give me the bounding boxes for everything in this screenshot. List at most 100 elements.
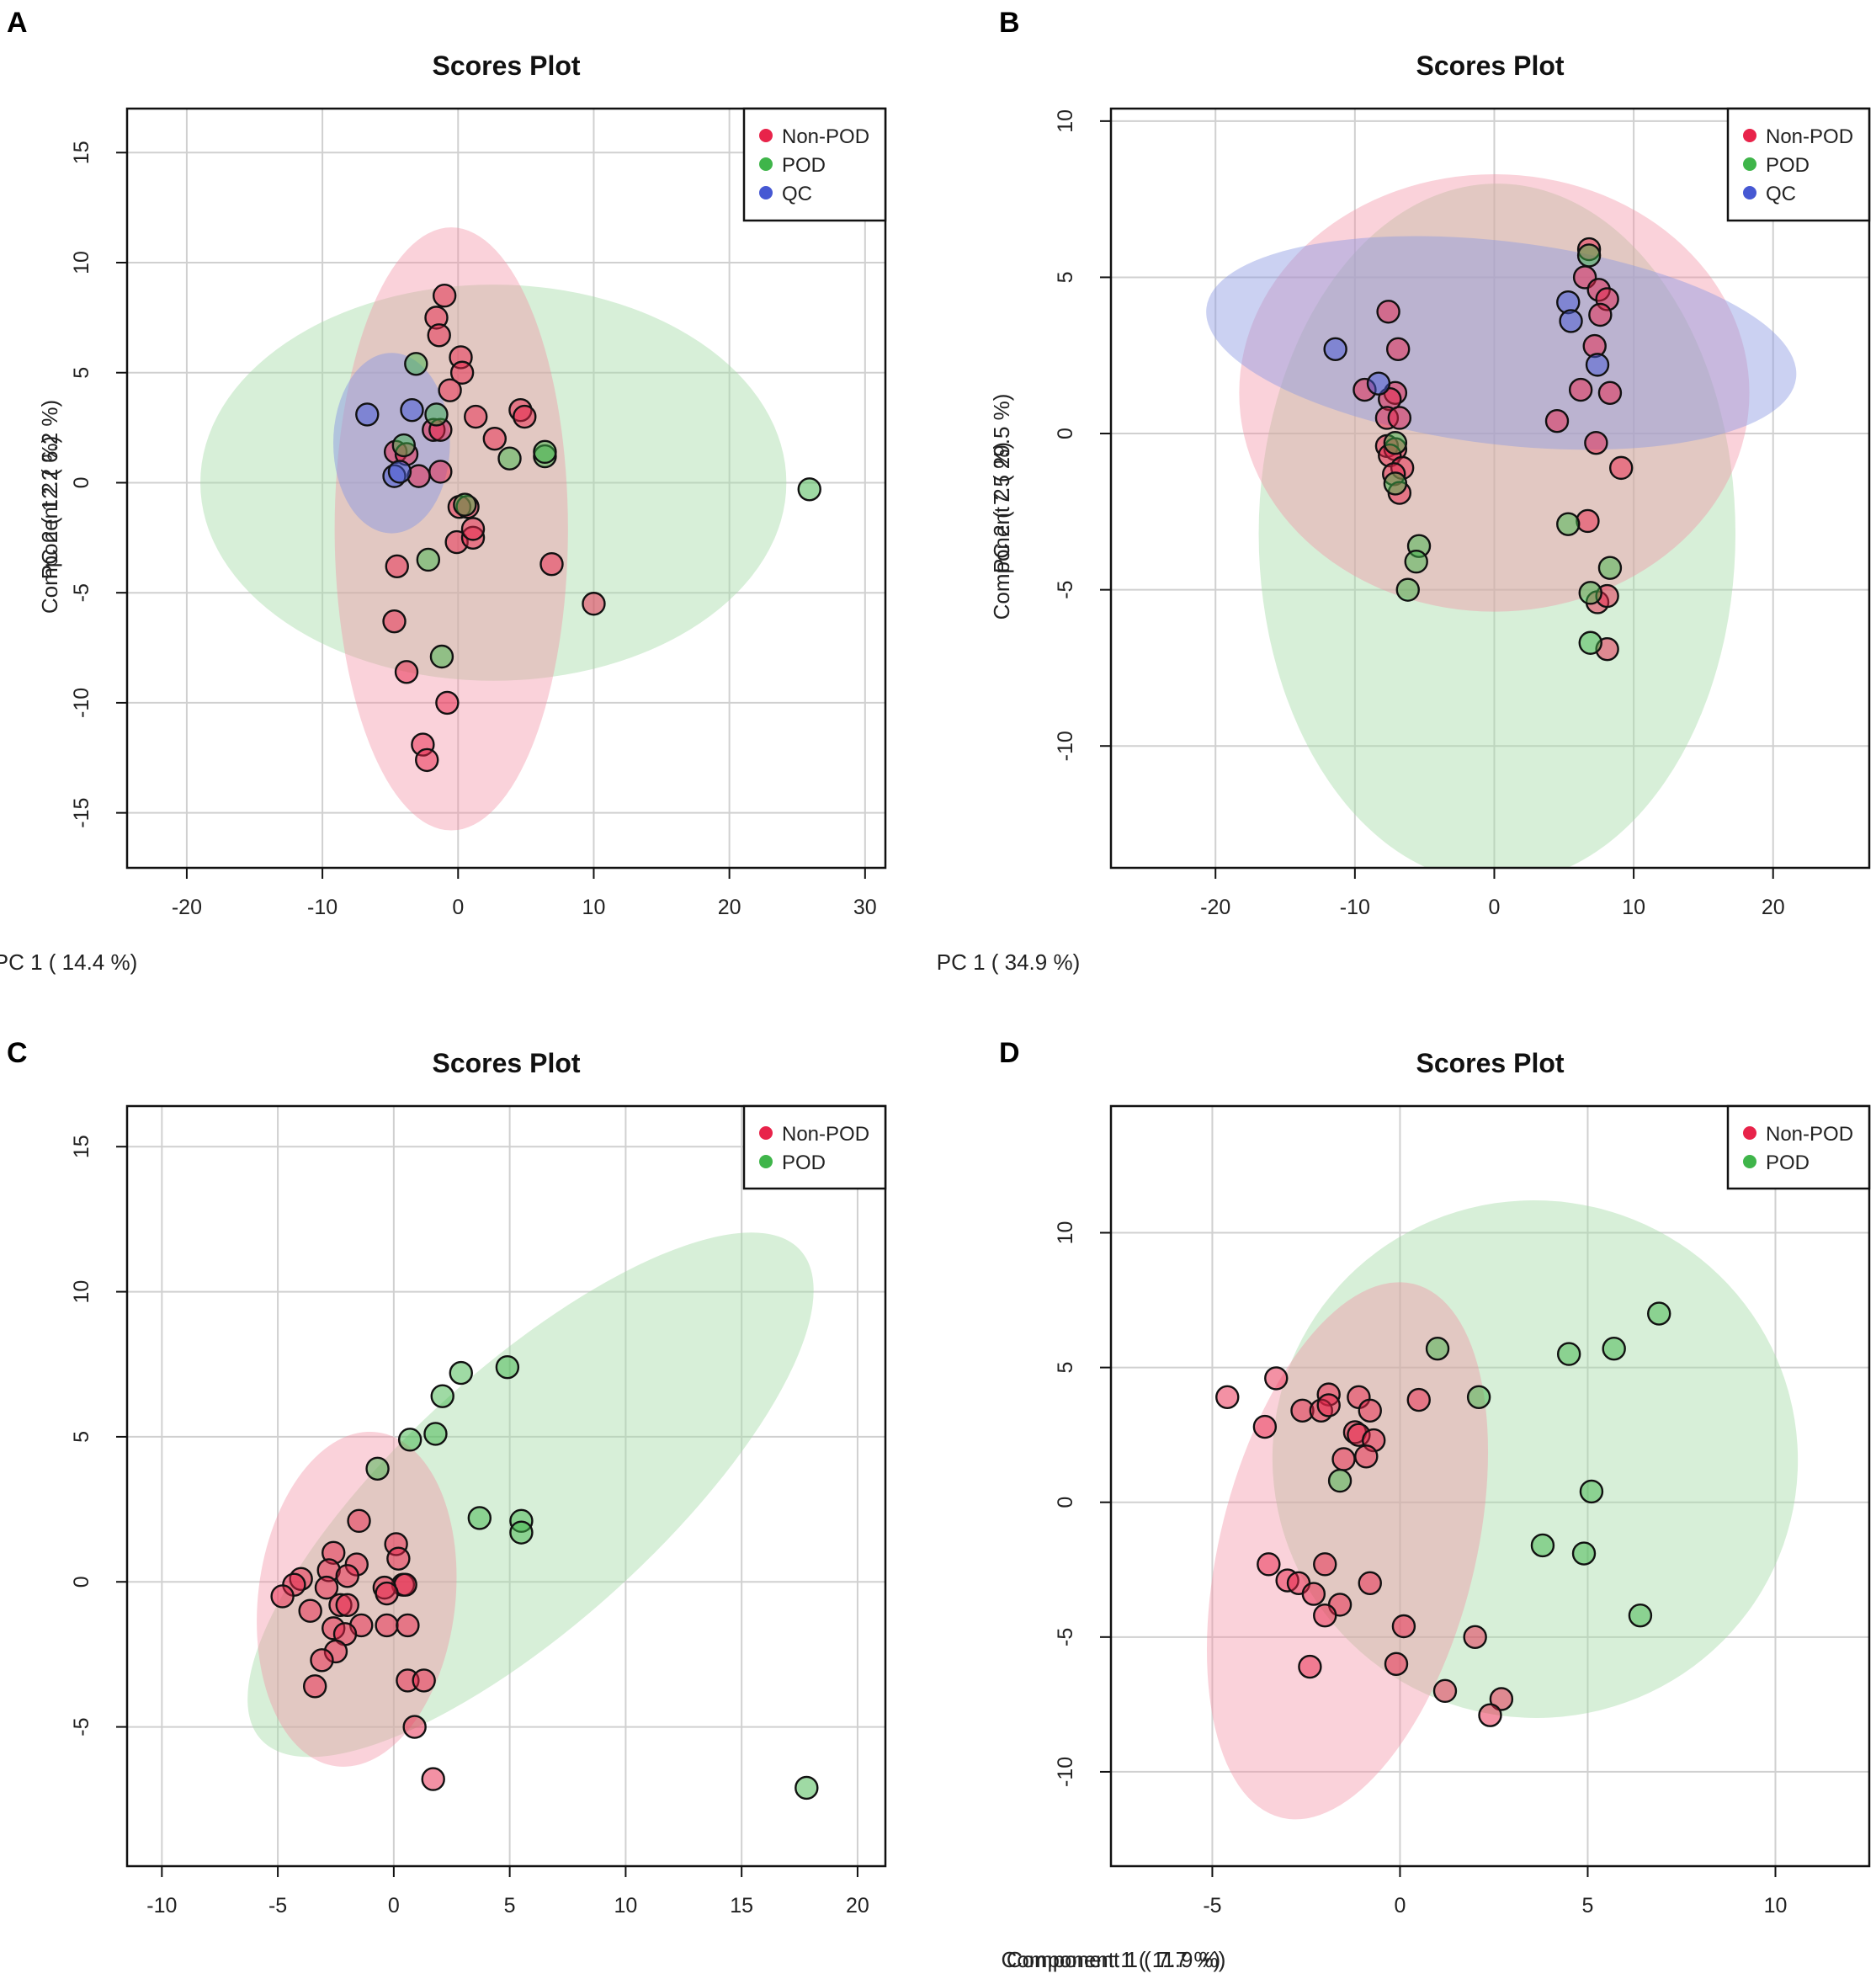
data-point-non-pod [428,460,453,484]
y-tick-label: -10 [70,688,93,718]
data-point-pod [449,1360,473,1386]
legend-label-pod: POD [782,154,826,177]
legend-label-pod: POD [1766,1152,1810,1174]
y-tick-label: 5 [70,367,93,379]
ellipse-non-pod [334,227,568,831]
panel-D: D Scores Plot -5 0 5 10 -10 -5 0 5 10 Component 2 (… [989,394,1871,1972]
y-tick-label: -5 [1054,581,1077,599]
y-tick-label: 0 [70,477,93,489]
data-point-pod [1647,1301,1671,1326]
panel-label-B: B [999,7,1020,39]
data-point-qc [1559,309,1583,333]
x-tick-label: 5 [504,1894,516,1918]
data-point-non-pod [298,1598,322,1623]
data-point-non-pod [415,747,439,773]
ellipse-pod [200,285,787,681]
ellipse-pod [247,1232,814,1758]
data-point-non-pod [1588,302,1613,327]
data-point-non-pod [1391,1614,1416,1639]
ellipse-pod [1258,184,1735,868]
x-tick-label: -10 [146,1894,177,1918]
data-point-non-pod [1298,1654,1322,1679]
data-point-pod [1576,243,1602,268]
data-point-qc [1366,371,1391,396]
data-point-pod [423,1422,448,1446]
y-tick-label: 10 [1054,1221,1077,1245]
plot-frame [125,1104,887,1868]
data-point-pod [397,1428,422,1452]
data-point-pod [1556,1342,1581,1366]
y-tick-label: 15 [70,141,93,164]
plot-title: Scores Plot [432,51,580,81]
data-point-non-pod [1376,300,1400,324]
data-point-non-pod [335,1564,359,1588]
data-point-pod [1383,471,1408,496]
data-point-pod [1404,550,1428,574]
x-tick-label: -5 [268,1894,287,1918]
data-point-non-pod [1406,1387,1431,1412]
legend-label-non-pod: Non-POD [782,125,869,148]
x-tick-label: -10 [1340,896,1370,919]
panel-label-D: D [999,1037,1020,1069]
data-point-non-pod [1384,1652,1409,1677]
y-tick-label: -5 [1054,1628,1077,1646]
data-point-pod [1556,512,1581,536]
ellipse-non-pod [1239,173,1750,612]
data-point-non-pod [412,1668,436,1693]
ellipse-pod [1272,1199,1799,1718]
panel-label-A: A [7,7,28,39]
legend: Non-POD POD QC [742,107,887,222]
panel-label-C: C [7,1037,28,1069]
data-point-non-pod [1264,1366,1289,1391]
data-point-non-pod [314,1575,339,1600]
data-point-pod [1578,581,1602,605]
data-point-non-pod [421,1767,445,1791]
data-point-non-pod [1257,1552,1281,1577]
x-tick-label: 20 [718,896,741,919]
x-tick-label: 10 [1622,896,1645,919]
x-tick-label: -5 [1203,1894,1221,1918]
data-point-pod [467,1506,492,1530]
x-tick-label: -20 [172,896,202,919]
plot-frame [125,107,887,870]
legend-box [1726,1104,1871,1190]
data-point-qc [400,397,424,423]
data-point-non-pod [302,1674,327,1699]
x-tick-label: -20 [1200,896,1230,919]
data-point-non-pod [449,360,475,385]
data-point-pod [1425,1336,1450,1361]
data-point-non-pod [385,554,409,579]
data-point-pod [424,402,449,427]
y-tick-label: 5 [70,1431,93,1443]
data-point-non-pod [310,1648,334,1673]
data-point-pod [1383,430,1408,455]
data-point-pod [1466,1385,1491,1410]
y-tick-label: -15 [70,798,93,828]
y-tick-label: 15 [70,1135,93,1158]
y-tick-label: 0 [1054,1497,1077,1508]
ellipse-group [200,227,787,831]
data-point-non-pod [435,690,460,715]
x-tick-label: -10 [307,896,337,919]
data-point-non-pod [1252,1414,1278,1439]
y-tick-label: 10 [70,1280,93,1304]
data-point-non-pod [1331,1447,1356,1471]
data-point-non-pod [1584,430,1608,455]
legend-marker-non-pod [1743,1126,1756,1140]
data-point-non-pod [1597,380,1623,405]
x-tick-label: 20 [1762,896,1785,919]
data-point-pod [797,477,821,502]
data-point-non-pod [1313,1604,1337,1628]
data-point-pod [404,352,428,376]
y-axis-label: PC 2 ( 12.2 %) [37,436,62,580]
data-point-pod [1395,577,1420,602]
x-tick-label: 15 [730,1894,753,1918]
x-axis-label: Component 1 ( 11.9 %) [1002,1947,1226,1972]
data-point-non-pod [375,1581,399,1606]
x-tick-label: 0 [1489,896,1501,919]
data-point-non-pod [382,609,407,634]
data-point-non-pod [1358,1398,1382,1423]
x-axis-label: Component 1 ( 7.7 %) [1007,1947,1220,1972]
y-tick-label: 0 [70,1576,93,1588]
data-point-non-pod [1432,1678,1458,1704]
